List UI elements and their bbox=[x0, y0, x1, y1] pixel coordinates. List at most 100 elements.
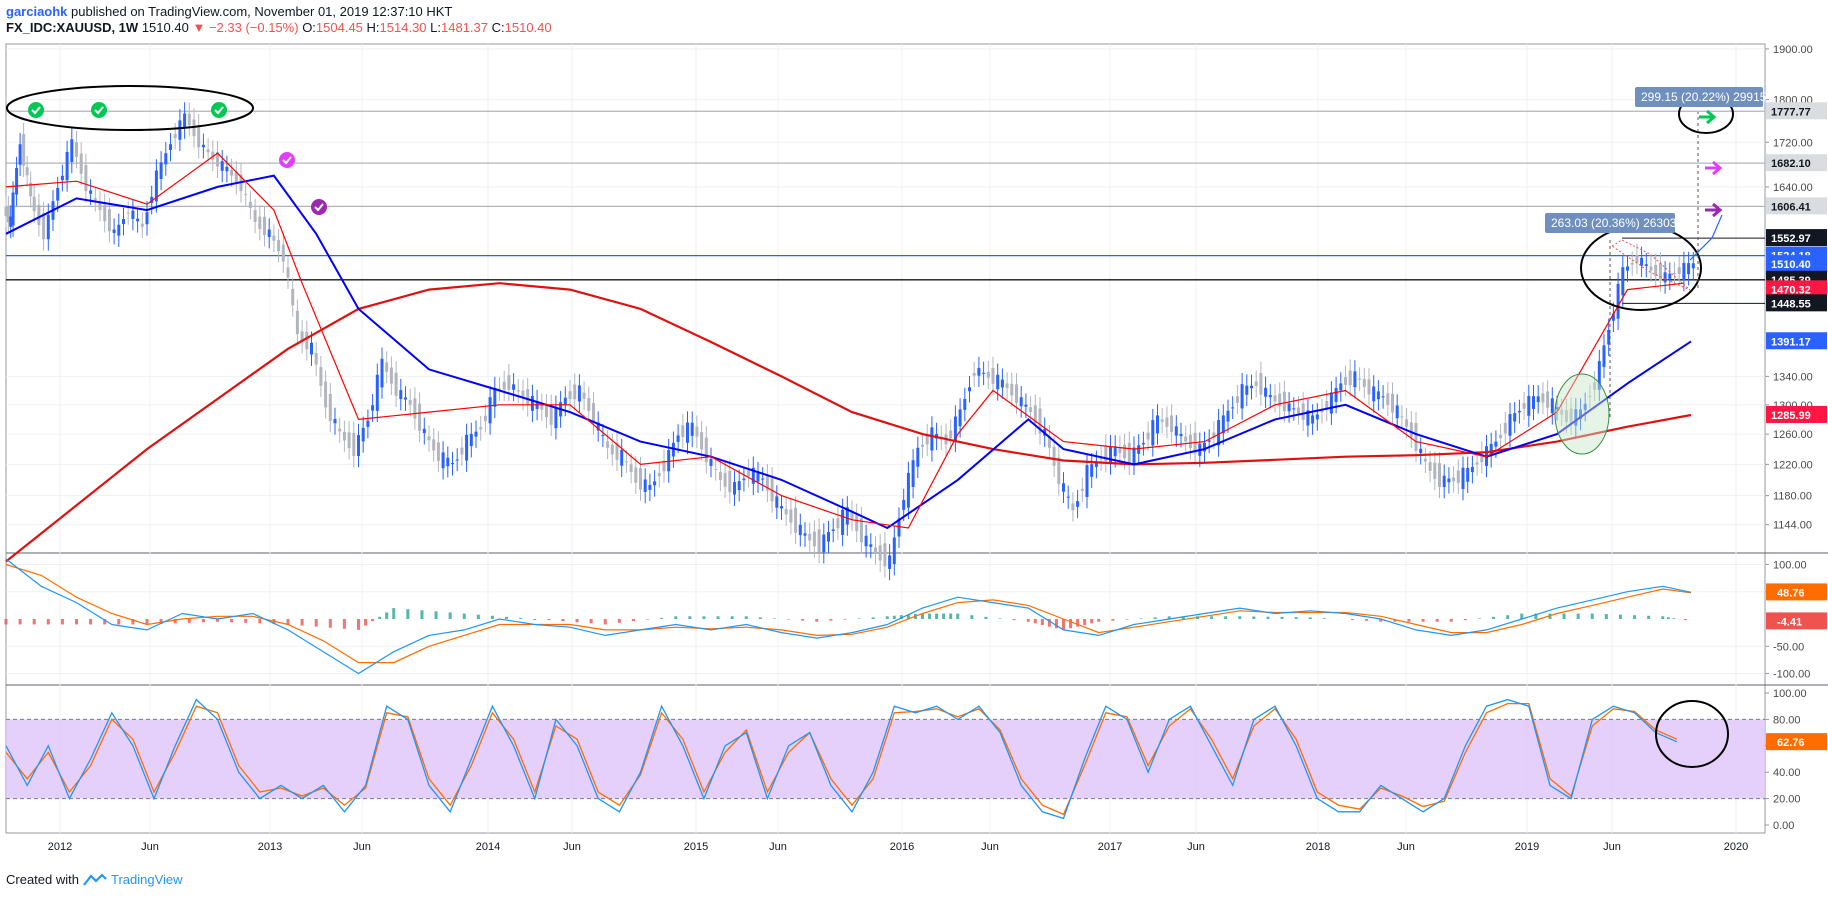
candle-body bbox=[1113, 446, 1117, 457]
macd-value-box bbox=[1766, 612, 1827, 630]
candle-body bbox=[747, 470, 751, 477]
macd-histogram-bar bbox=[1033, 619, 1037, 624]
candle-body bbox=[1546, 391, 1550, 408]
candle-body bbox=[122, 219, 125, 225]
candle-body bbox=[1414, 423, 1418, 451]
candle-body bbox=[1165, 417, 1169, 427]
candle-body bbox=[1010, 383, 1014, 396]
macd-histogram-bar bbox=[1604, 614, 1608, 619]
candle-body bbox=[1315, 414, 1319, 420]
price-axis-label-box bbox=[1766, 197, 1827, 215]
price-axis-label-box bbox=[1766, 332, 1827, 350]
macd-histogram-bar bbox=[1633, 615, 1637, 619]
macd-histogram-bar bbox=[1012, 619, 1016, 621]
candle-body bbox=[549, 405, 553, 425]
candle-body bbox=[1536, 396, 1540, 403]
candle-body bbox=[1170, 415, 1174, 433]
candle-body bbox=[1423, 458, 1427, 462]
candle-body bbox=[1287, 403, 1291, 412]
candle-body bbox=[1137, 445, 1141, 454]
macd-histogram-bar bbox=[1090, 619, 1094, 624]
candle-body bbox=[1668, 273, 1672, 279]
candle-body bbox=[422, 428, 426, 434]
candle-body bbox=[1062, 483, 1065, 492]
candle-body bbox=[714, 469, 718, 471]
candle-body bbox=[1090, 464, 1094, 477]
candle-body bbox=[808, 533, 812, 541]
macd-histogram-bar bbox=[1083, 619, 1087, 625]
candle-body bbox=[479, 427, 483, 430]
tradingview-brand[interactable]: TradingView bbox=[110, 872, 183, 887]
macd-histogram-bar bbox=[145, 619, 149, 625]
macd-histogram-bar bbox=[575, 619, 579, 623]
candle-body bbox=[15, 168, 19, 195]
macd-line bbox=[5, 558, 1692, 675]
publish-line: garciaohk published on TradingView.com, … bbox=[6, 4, 552, 20]
candle-body bbox=[225, 166, 229, 172]
macd-histogram-bar bbox=[1477, 618, 1481, 619]
candle-body bbox=[1015, 384, 1018, 403]
macd-histogram-bar bbox=[758, 617, 762, 619]
candle-body bbox=[145, 212, 149, 225]
candle-body bbox=[230, 169, 234, 176]
y-tick-label: 100.00 bbox=[1773, 688, 1807, 700]
candle-body bbox=[587, 397, 591, 411]
candle-body bbox=[1212, 432, 1216, 439]
macd-histogram-bar bbox=[314, 619, 318, 627]
stoch-band bbox=[6, 719, 1765, 799]
check-marker-icon bbox=[91, 102, 107, 118]
macd-histogram-bar bbox=[815, 619, 819, 622]
macd-histogram-bar bbox=[1683, 619, 1687, 621]
candle-body bbox=[1141, 442, 1145, 445]
candle-body bbox=[234, 172, 238, 184]
candle-body bbox=[1362, 378, 1366, 388]
candle-body bbox=[756, 473, 760, 482]
candle-body bbox=[1094, 461, 1098, 467]
price-axis-label-box bbox=[1766, 154, 1827, 172]
macd-histogram-bar bbox=[646, 619, 650, 620]
candle-body bbox=[1621, 267, 1625, 296]
candle-body bbox=[408, 400, 412, 405]
candle-body bbox=[554, 406, 558, 429]
candle-body bbox=[662, 460, 666, 472]
candle-body bbox=[1597, 361, 1601, 390]
macd-histogram-bar bbox=[18, 619, 22, 625]
macd-histogram-bar bbox=[258, 619, 262, 624]
candle-body bbox=[126, 212, 130, 214]
candle-body bbox=[465, 434, 469, 461]
candle-body bbox=[413, 398, 417, 419]
candle-body bbox=[1151, 420, 1155, 446]
candle-body bbox=[1334, 387, 1338, 402]
candle-body bbox=[1532, 396, 1535, 409]
y-tick-label: 40.00 bbox=[1773, 767, 1801, 779]
macd-histogram-bar bbox=[1463, 619, 1467, 621]
candle-body bbox=[751, 467, 755, 484]
macd-histogram-bar bbox=[131, 619, 135, 625]
last-price: 1510.40 bbox=[141, 20, 189, 35]
candle-body bbox=[84, 165, 88, 192]
macd-histogram-bar bbox=[392, 608, 396, 619]
author-link[interactable]: garciaohk bbox=[6, 4, 68, 19]
macd-histogram-bar bbox=[371, 619, 375, 622]
macd-histogram-bar bbox=[899, 615, 903, 619]
x-tick-label: 2016 bbox=[890, 841, 914, 853]
symbol-name[interactable]: FX_IDC:XAUUSD, 1W bbox=[6, 20, 139, 35]
candle-body bbox=[897, 518, 901, 537]
candle-body bbox=[1231, 407, 1235, 409]
candle-body bbox=[1456, 470, 1460, 483]
candle-body bbox=[817, 529, 821, 553]
x-tick-label: 2018 bbox=[1306, 841, 1330, 853]
y-tick-label: 1900.00 bbox=[1773, 44, 1813, 56]
candle-body bbox=[972, 372, 976, 376]
candle-body bbox=[1024, 404, 1028, 407]
macd-histogram-bar bbox=[589, 619, 593, 624]
candle-body bbox=[601, 435, 605, 437]
candle-body bbox=[991, 368, 995, 384]
candle-body bbox=[347, 432, 351, 449]
x-tick-label: 2015 bbox=[684, 841, 708, 853]
candle-body bbox=[29, 182, 33, 197]
candle-body bbox=[1513, 413, 1517, 422]
candle-body bbox=[18, 144, 22, 165]
candle-body bbox=[1306, 410, 1310, 426]
